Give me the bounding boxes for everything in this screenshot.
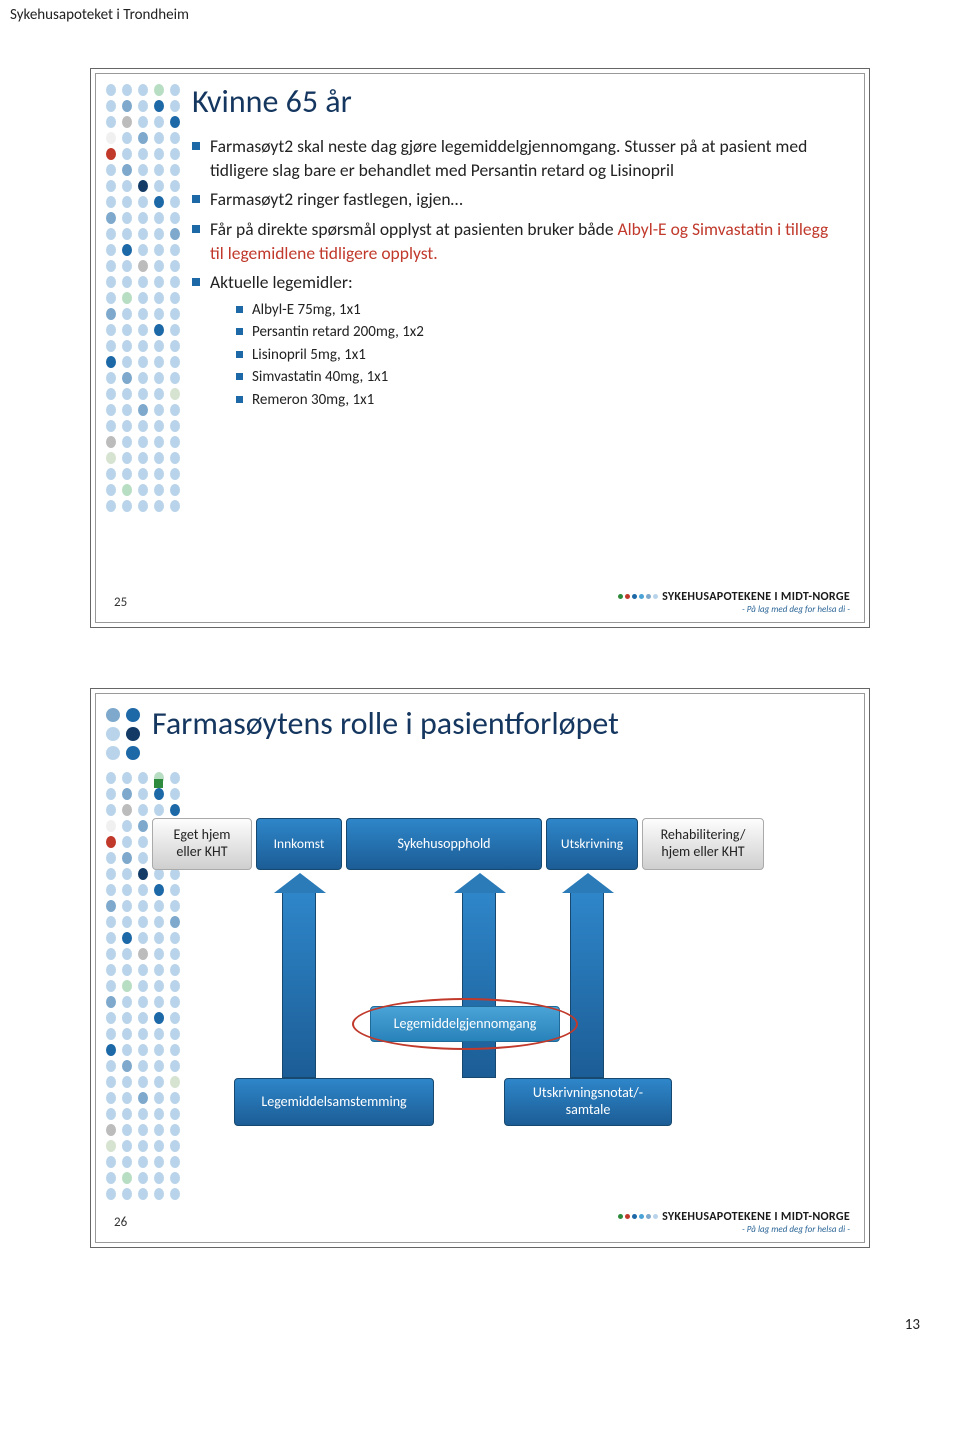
slide-footer: 25 SYKEHUSAPOTEKENE I MIDT-NORGE - På la… — [96, 582, 864, 622]
footer-tag: - På lag med deg for helsa di - — [618, 604, 850, 615]
bullet-item: Farmasøyt2 ringer fastlegen, igjen… — [192, 188, 844, 212]
arrow-2 — [462, 892, 496, 1078]
slide-title: Kvinne 65 år — [192, 82, 844, 121]
box-rehab: Rehabilitering/ hjem eller KHT — [642, 818, 764, 870]
arrow-3 — [570, 892, 604, 1078]
slide-1: Kvinne 65 år Farmasøyt2 skal neste dag g… — [90, 68, 870, 628]
footer-dots — [618, 1214, 658, 1219]
footer-dots — [618, 594, 658, 599]
footer-logo: SYKEHUSAPOTEKENE I MIDT-NORGE - På lag m… — [618, 590, 864, 615]
highlight-ellipse — [352, 998, 578, 1050]
sub-bullet-item: Remeron 30mg, 1x1 — [236, 389, 844, 412]
sub-bullet-item: Lisinopril 5mg, 1x1 — [236, 344, 844, 367]
footer-logo: SYKEHUSAPOTEKENE I MIDT-NORGE - På lag m… — [618, 1210, 864, 1235]
slide-2: Farmasøytens rolle i pasientforløpet Ege… — [90, 688, 870, 1248]
box-eget-hjem: Eget hjem eller KHT — [152, 818, 252, 870]
slide-title: Farmasøytens rolle i pasientforløpet — [152, 704, 844, 743]
title-dot-band — [106, 708, 146, 765]
box-innkomst: Innkomst — [256, 818, 342, 870]
page-number: 13 — [0, 1308, 960, 1348]
arrow-1 — [282, 892, 316, 1078]
footer-tag: - På lag med deg for helsa di - — [618, 1224, 850, 1235]
slide-number: 25 — [96, 595, 127, 610]
sub-bullet-item: Persantin retard 200mg, 1x2 — [236, 321, 844, 344]
box-utskrivningsnotat: Utskrivningsnotat/- samtale — [504, 1078, 672, 1126]
green-marker — [154, 779, 163, 788]
sub-bullet-item: Simvastatin 40mg, 1x1 — [236, 366, 844, 389]
page-header: Sykehusapoteket i Trondheim — [0, 0, 960, 28]
footer-brand: SYKEHUSAPOTEKENE I MIDT-NORGE — [662, 1210, 850, 1224]
bullet-item: Farmasøyt2 skal neste dag gjøre legemidd… — [192, 135, 844, 182]
flow-diagram: Eget hjem eller KHT Innkomst Sykehusopph… — [152, 788, 844, 1168]
bullet-list: Farmasøyt2 skal neste dag gjøre legemidd… — [192, 135, 844, 411]
box-legemiddelsamstemming: Legemiddelsamstemming — [234, 1078, 434, 1126]
bullet-item: Aktuelle legemidler:Albyl-E 75mg, 1x1Per… — [192, 271, 844, 411]
box-sykehusopphold: Sykehusopphold — [346, 818, 542, 870]
footer-brand: SYKEHUSAPOTEKENE I MIDT-NORGE — [662, 590, 850, 604]
dot-band — [106, 84, 180, 578]
slide-number: 26 — [96, 1215, 127, 1230]
sub-bullet-item: Albyl-E 75mg, 1x1 — [236, 299, 844, 322]
slide-footer: 26 SYKEHUSAPOTEKENE I MIDT-NORGE - På la… — [96, 1202, 864, 1242]
box-utskrivning: Utskrivning — [546, 818, 638, 870]
bullet-item: Får på direkte spørsmål opplyst at pasie… — [192, 218, 844, 265]
